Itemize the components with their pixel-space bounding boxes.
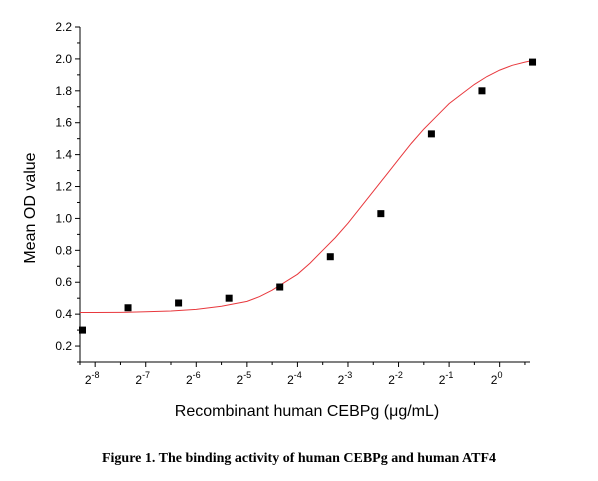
fit-curve (80, 60, 533, 313)
data-point (326, 253, 334, 261)
x-axis: 2-8 2-7 2-6 2-5 2-4 2-3 2-2 2-1 20 (79, 362, 526, 387)
y-tick-label: 1.8 (55, 84, 72, 98)
y-axis: 0.2 0.4 0.6 0.8 1.0 1.2 1.4 1.6 1.8 2.0 2.2 (55, 20, 80, 363)
y-tick-label: 0.2 (55, 339, 72, 353)
data-point (225, 294, 233, 302)
y-tick-label: 0.4 (55, 307, 72, 321)
y-tick-label: 0.6 (55, 275, 72, 289)
binding-activity-chart: 0.2 0.4 0.6 0.8 1.0 1.2 1.4 1.6 1.8 2.0 2.2 2-8 2-7… (22, 20, 537, 420)
x-axis-title: Recombinant human CEBPg (μg/mL) (175, 403, 439, 420)
y-tick-label: 2.0 (55, 52, 72, 66)
y-axis-title: Mean OD value (22, 152, 39, 263)
x-tick-label: 2-8 (85, 370, 100, 387)
data-point (124, 304, 132, 312)
x-tick-label: 2-2 (388, 370, 403, 387)
data-points-layer (79, 58, 537, 334)
x-tick-label: 2-1 (439, 370, 454, 387)
data-point (276, 283, 284, 291)
y-tick-label: 1.6 (55, 116, 72, 130)
figure-caption: Figure 1. The binding activity of human … (101, 451, 497, 466)
x-tick-label: 2-3 (338, 370, 353, 387)
data-point (175, 299, 183, 307)
data-point (478, 87, 486, 95)
data-point (377, 210, 385, 218)
x-tick-label: 2-4 (287, 370, 302, 387)
data-point (529, 58, 537, 66)
x-tick-label: 20 (491, 370, 503, 387)
y-tick-label: 1.0 (55, 211, 72, 225)
data-point (79, 326, 86, 334)
y-tick-label: 1.4 (55, 148, 72, 162)
data-point (427, 130, 435, 138)
plot-frame (79, 27, 530, 363)
y-tick-label: 0.8 (55, 243, 72, 257)
fit-curve-layer (80, 60, 533, 313)
y-tick-label: 1.2 (55, 180, 72, 194)
y-tick-label: 2.2 (55, 20, 72, 34)
x-tick-label: 2-7 (135, 370, 150, 387)
x-tick-label: 2-6 (186, 370, 201, 387)
x-tick-label: 2-5 (237, 370, 252, 387)
